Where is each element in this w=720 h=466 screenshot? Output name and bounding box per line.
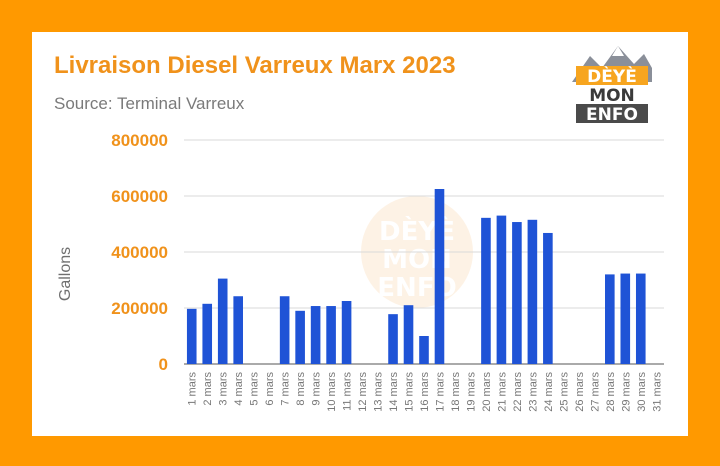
x-tick-label: 14 mars bbox=[388, 372, 400, 412]
bar bbox=[403, 305, 414, 364]
bars bbox=[186, 189, 646, 364]
x-tick-label: 22 mars bbox=[512, 372, 524, 412]
logo-line1: DÈYÈ bbox=[587, 65, 637, 87]
x-tick-label: 17 mars bbox=[434, 372, 446, 412]
x-tick-label: 6 mars bbox=[264, 372, 276, 406]
bar bbox=[512, 222, 522, 364]
x-tick-label: 29 mars bbox=[620, 372, 632, 412]
bar bbox=[279, 296, 290, 364]
x-tick-label: 27 mars bbox=[589, 372, 601, 412]
bar bbox=[620, 273, 631, 364]
bar bbox=[326, 306, 336, 364]
y-tick-label: 200000 bbox=[111, 299, 168, 318]
x-tick-label: 8 mars bbox=[295, 372, 307, 406]
chart-subtitle: Source: Terminal Varreux bbox=[54, 94, 245, 113]
bar bbox=[217, 278, 228, 364]
x-tick-label: 9 mars bbox=[311, 372, 323, 406]
gridlines bbox=[184, 139, 664, 365]
x-tick-label: 7 mars bbox=[280, 372, 292, 406]
x-tick-label: 11 mars bbox=[342, 372, 354, 411]
deye-mon-enfo-logo: DÈYÈ MON ENFO bbox=[572, 46, 652, 124]
x-tick-label: 10 mars bbox=[326, 372, 338, 412]
bar bbox=[635, 273, 646, 364]
y-axis-ticks: 0 200000 400000 600000 800000 bbox=[111, 131, 168, 374]
logo-line2: MON bbox=[589, 86, 635, 106]
chart-title: Livraison Diesel Varreux Marx 2023 bbox=[54, 52, 456, 79]
bar bbox=[310, 306, 321, 364]
x-tick-label: 18 mars bbox=[450, 372, 462, 412]
bar bbox=[202, 303, 213, 364]
x-tick-label: 15 mars bbox=[404, 372, 416, 412]
watermark-logo: DÈYÈ MON ENFO bbox=[361, 196, 473, 308]
x-tick-label: 24 mars bbox=[543, 372, 555, 412]
y-tick-label: 600000 bbox=[111, 187, 168, 206]
chart-card: Livraison Diesel Varreux Marx 2023 Sourc… bbox=[32, 32, 688, 436]
bar bbox=[186, 308, 197, 364]
x-tick-label: 2 mars bbox=[202, 372, 214, 406]
x-tick-label: 28 mars bbox=[605, 372, 617, 412]
bar bbox=[388, 314, 398, 364]
x-tick-label: 5 mars bbox=[249, 372, 261, 406]
bar bbox=[481, 217, 491, 364]
bar bbox=[341, 301, 352, 364]
x-tick-label: 23 mars bbox=[527, 372, 539, 412]
y-tick-label: 0 bbox=[159, 355, 168, 374]
bar bbox=[543, 232, 553, 364]
x-tick-label: 20 mars bbox=[481, 372, 493, 412]
x-tick-label: 4 mars bbox=[233, 372, 245, 406]
x-tick-label: 26 mars bbox=[574, 372, 586, 412]
y-tick-label: 800000 bbox=[111, 131, 168, 150]
x-tick-label: 31 mars bbox=[651, 372, 663, 412]
bar bbox=[233, 296, 243, 364]
bar bbox=[605, 274, 615, 364]
bar bbox=[527, 219, 538, 364]
x-tick-label: 21 mars bbox=[496, 372, 508, 412]
x-tick-label: 1 mars bbox=[187, 372, 199, 406]
bar-chart: 0 200000 400000 600000 800000 1 mars 2 mars 3 … bbox=[57, 131, 664, 412]
y-axis-label: Gallons bbox=[57, 247, 74, 301]
x-axis-ticks: 1 mars 2 mars 3 mars 4 mars 5 mars 6 mars 7 ma… bbox=[187, 372, 664, 412]
bar bbox=[295, 310, 305, 364]
bar bbox=[434, 189, 445, 364]
x-tick-label: 30 mars bbox=[636, 372, 648, 412]
x-tick-label: 16 mars bbox=[419, 372, 431, 412]
logo-line3: ENFO bbox=[586, 105, 638, 124]
x-tick-label: 13 mars bbox=[373, 372, 385, 412]
bar bbox=[496, 215, 507, 364]
x-tick-label: 3 mars bbox=[218, 372, 230, 406]
x-tick-label: 19 mars bbox=[465, 372, 477, 412]
bar bbox=[419, 336, 429, 364]
x-tick-label: 12 mars bbox=[357, 372, 369, 412]
y-tick-label: 400000 bbox=[111, 243, 168, 262]
x-tick-label: 25 mars bbox=[558, 372, 570, 412]
